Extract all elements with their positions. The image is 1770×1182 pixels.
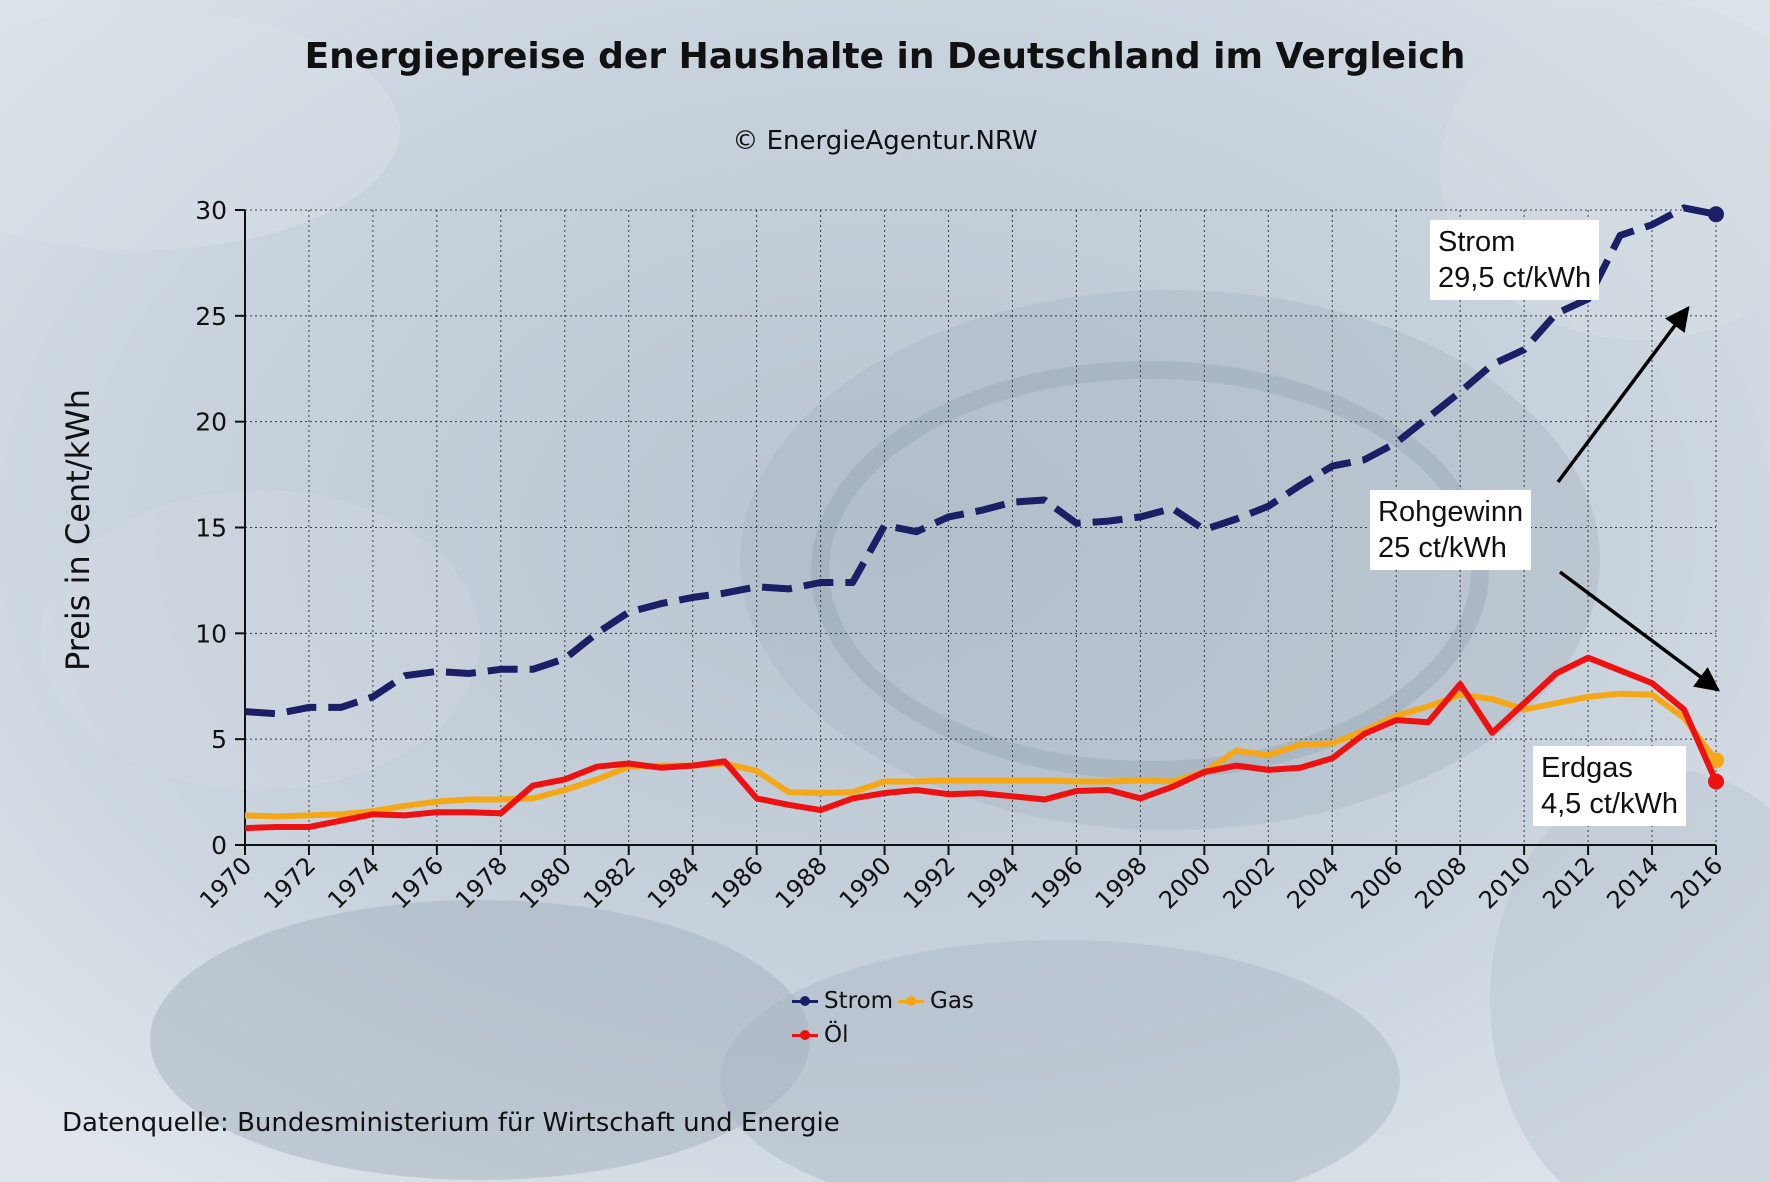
y-tick-label: 15: [195, 514, 227, 543]
x-tick-label: 1998: [1090, 851, 1153, 914]
data-source-note: Datenquelle: Bundesministerium für Wirts…: [62, 1108, 840, 1138]
annotation-strom: Strom 29,5 ct/kWh: [1430, 220, 1600, 300]
x-tick-label: 2012: [1537, 851, 1600, 914]
x-tick-label: 2014: [1601, 851, 1664, 914]
annotation-strom-line2: 29,5 ct/kWh: [1438, 262, 1592, 294]
arrow-to-erdgas: [1558, 570, 1720, 692]
legend-swatch-oel: [792, 1028, 818, 1042]
copyright-subtitle: © EnergieAgentur.NRW: [732, 126, 1038, 156]
x-tick-label: 2008: [1409, 851, 1472, 914]
x-tick-label: 1996: [1026, 851, 1089, 914]
x-tick-label: 2016: [1665, 851, 1728, 914]
chart-title: Energiepreise der Haushalte in Deutschla…: [304, 36, 1466, 77]
x-tick-label: 1986: [706, 851, 769, 914]
legend-swatch-strom: [792, 994, 818, 1008]
x-tick-label: 1978: [450, 851, 513, 914]
legend-label-strom: Strom: [824, 988, 894, 1014]
series-endpoint-strom: [1708, 206, 1724, 223]
series-line-gas: [244, 690, 1719, 820]
x-tick-label: 1982: [578, 851, 641, 914]
x-tick-label: 1988: [770, 851, 833, 914]
series: [244, 204, 1724, 832]
arrow-to-strom: [1556, 306, 1690, 484]
y-tick-label: 0: [211, 831, 227, 860]
annotation-erdgas-line1: Erdgas: [1541, 752, 1633, 784]
x-tick-label: 2006: [1345, 851, 1408, 914]
y-tick-label: 30: [195, 196, 227, 225]
series-endpoint-gas: [1708, 752, 1724, 769]
legend-swatch-gas: [898, 994, 924, 1008]
x-tick-label: 1980: [514, 851, 577, 914]
series-line-oel: [244, 654, 1719, 832]
legend-label-gas: Gas: [930, 988, 974, 1014]
x-tick-label: 1984: [642, 851, 705, 914]
series-line-strom: [244, 204, 1717, 718]
series-endpoint-oel: [1708, 773, 1724, 790]
legend-item-oel: Öl: [792, 1022, 849, 1048]
annotation-strom-line1: Strom: [1438, 226, 1516, 258]
y-tick-label: 20: [195, 408, 227, 437]
x-tick-label: 1970: [194, 851, 257, 914]
x-tick-label: 2010: [1473, 851, 1536, 914]
x-tick-label: 2002: [1218, 851, 1281, 914]
x-tick-label: 1972: [258, 851, 321, 914]
legend-item-gas: Gas: [898, 988, 974, 1014]
x-tick-label: 2000: [1154, 851, 1217, 914]
annotation-erdgas-line2: 4,5 ct/kWh: [1541, 788, 1678, 820]
y-tick-label: 10: [195, 619, 227, 648]
x-tick-label: 1976: [386, 851, 449, 914]
y-tick-label: 25: [195, 302, 227, 331]
legend-item-strom: Strom: [792, 988, 893, 1014]
x-tick-label: 1990: [834, 851, 897, 914]
annotation-arrows: [1556, 306, 1720, 692]
x-tick-label: 1974: [322, 851, 385, 914]
annotation-rohgewinn: Rohgewinn 25 ct/kWh: [1370, 490, 1532, 570]
legend-label-oel: Öl: [824, 1022, 849, 1048]
annotation-rohgewinn-line2: 25 ct/kWh: [1378, 532, 1507, 564]
x-tick-label: 2004: [1282, 851, 1345, 914]
x-tick-label: 1994: [962, 851, 1025, 914]
y-axis-label: Preis in Cent/kWh: [59, 388, 97, 672]
annotation-erdgas: Erdgas 4,5 ct/kWh: [1533, 746, 1686, 826]
y-tick-label: 5: [211, 725, 227, 754]
annotation-rohgewinn-line1: Rohgewinn: [1378, 496, 1524, 528]
x-tick-label: 1992: [898, 851, 961, 914]
